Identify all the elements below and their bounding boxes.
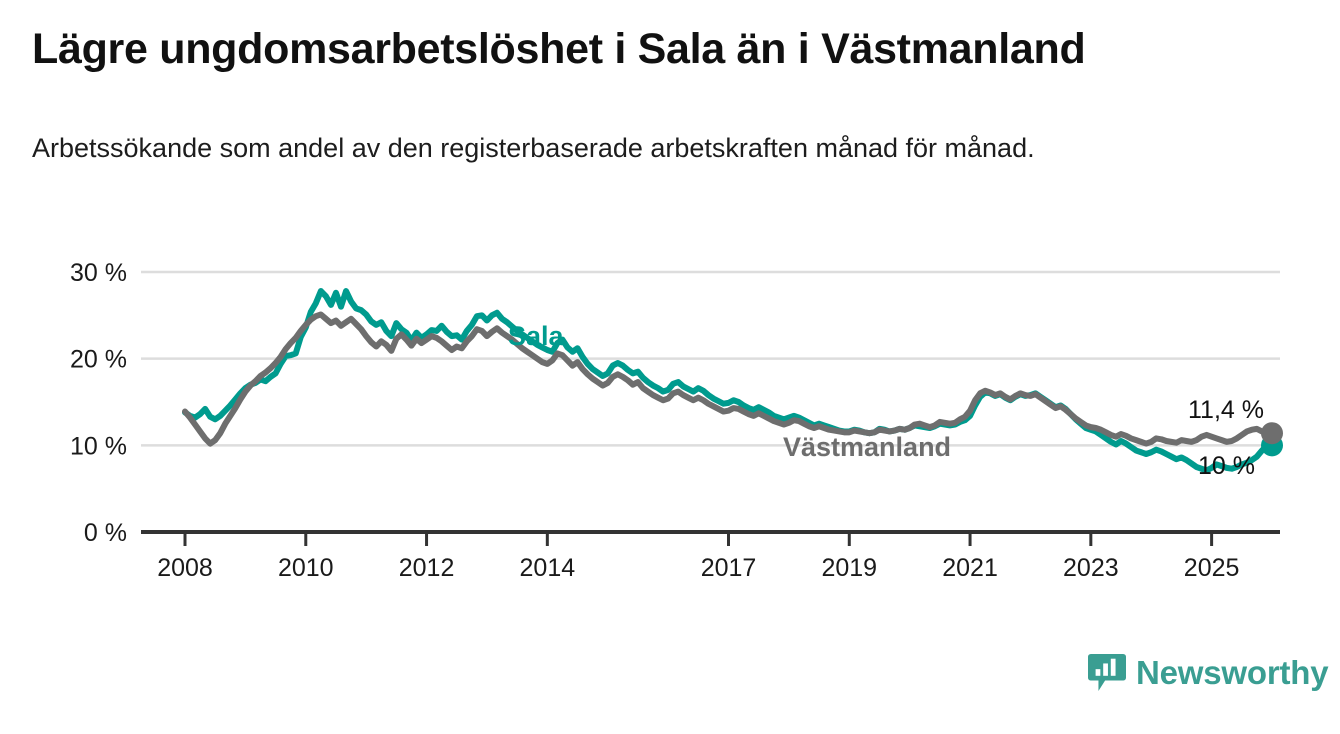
gridlines	[141, 270, 1280, 447]
series-line-västmanland	[182, 311, 1275, 447]
x-axis-tick-label: 2008	[157, 554, 213, 582]
y-axis-labels: 0 % 10 % 20 % 30 %	[70, 259, 127, 547]
series-label-vastmanland: Västmanland	[783, 432, 951, 462]
series-lines	[182, 288, 1275, 474]
bar-chart-speech-bubble-icon	[1088, 653, 1126, 691]
series-line-sala	[182, 288, 1275, 474]
y-axis-tick-label: 30 %	[70, 259, 127, 287]
y-axis-tick-label: 20 %	[70, 346, 127, 374]
end-marker-västmanland	[1261, 422, 1283, 445]
x-axis-tick-label: 2023	[1063, 554, 1119, 582]
logo-wordmark: Newsworthy	[1136, 653, 1329, 691]
x-axis-tick-label: 2019	[821, 554, 877, 582]
x-axis-tick-label: 2025	[1184, 554, 1240, 582]
x-axis-tick-label: 2014	[520, 554, 576, 582]
x-axis-labels: 2008 2010 2012 2014 2017 2019 2021 2023 2025	[157, 554, 1239, 582]
end-value-vastmanland: 11,4 %	[1188, 396, 1264, 424]
x-axis-tick-label: 2012	[399, 554, 455, 582]
x-axis-tick-label: 2017	[701, 554, 757, 582]
series-end-markers	[1261, 422, 1283, 457]
newsworthy-logo: Newsworthy	[1088, 652, 1329, 692]
series-label-sala: Sala	[508, 321, 565, 351]
x-axis-tick-label: 2021	[942, 554, 998, 582]
series-annotations: Sala Västmanland 11,4 % 10 %	[508, 321, 1264, 480]
y-axis-tick-label: 0 %	[84, 519, 127, 547]
x-axis	[141, 530, 1280, 546]
end-value-sala: 10 %	[1198, 452, 1255, 480]
x-axis-tick-label: 2010	[278, 554, 334, 582]
y-axis-tick-label: 10 %	[70, 432, 127, 460]
end-marker-sala	[1261, 434, 1283, 457]
page-subtitle: Arbetssökande som andel av den registerb…	[32, 133, 1035, 163]
page-title: Lägre ungdomsarbetslöshet i Sala än i Vä…	[32, 25, 1086, 73]
